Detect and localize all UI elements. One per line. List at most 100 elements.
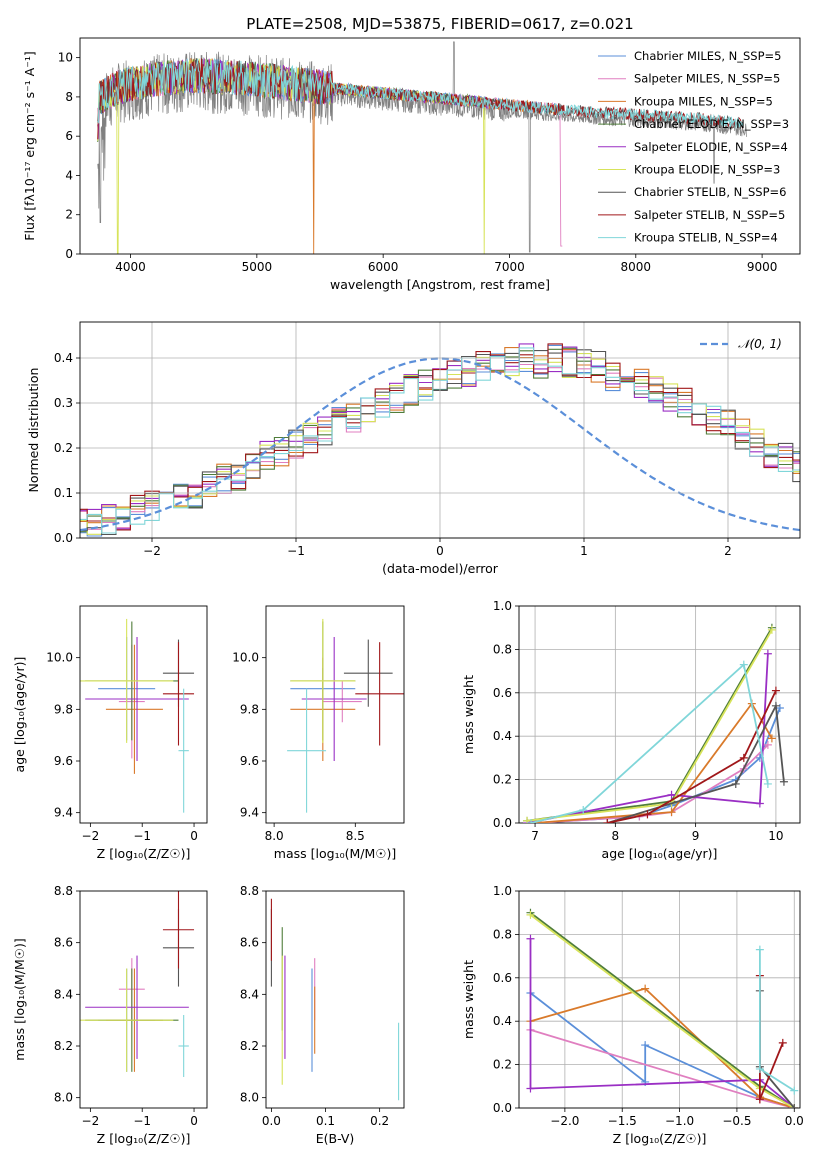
x-tick-label: −1 [133,829,151,843]
plot-area [80,343,800,537]
plot-area [80,618,195,813]
legend-entry: Kroupa MILES, N_SSP=5 [634,94,773,108]
weight-marker-chabrier-stelib [779,777,788,786]
x-tick-label: 8000 [621,260,652,274]
y-tick-label: 8.4 [54,987,73,1001]
weight-line-salpeter-stelib [607,690,777,823]
weight-marker-kroupa-elodie [767,625,776,634]
x-axis-label: Z [log₁₀(Z/Z☉)] [613,1131,707,1146]
y-tick-label: 9.6 [240,754,259,768]
plot-frame [79,37,801,255]
plot-frame [265,890,405,1109]
legend-entry: Salpeter STELIB, N_SSP=5 [634,208,785,222]
plot-area [526,908,799,1108]
y-tick-label: 9.4 [54,806,73,820]
y-tick-label: 9.8 [240,702,259,716]
weight-marker-salpeter-stelib [603,819,612,823]
legend-entry: Salpeter ELODIE, N_SSP=4 [634,140,788,154]
plot-area [97,41,748,254]
y-tick-label: 10 [58,51,73,65]
x-axis-label: mass [log₁₀(M/M☉)] [274,846,396,861]
x-tick-label: 0.2 [370,1114,389,1128]
weight-marker-salpeter-stelib [771,686,780,695]
x-tick-label: 1 [580,544,588,558]
plot-area [523,623,788,823]
hist-step-salpeter-miles [80,350,800,530]
weight-marker-kroupa-stelib [790,1086,799,1095]
x-axis-label: Z [log₁₀(Z/Z☉)] [97,846,191,861]
y-tick-label: 1.0 [493,884,512,898]
weight-marker-salpeter-elodie [667,790,676,799]
x-tick-label: −0.5 [722,1114,751,1128]
x-tick-label: −2 [82,1114,100,1128]
y-tick-label: 8.0 [240,1091,259,1105]
x-tick-label: −1 [133,1114,151,1128]
weight-marker-salpeter-elodie [755,799,764,808]
hist-step-chabrier-elodie [80,347,800,533]
x-tick-label: 8.5 [346,829,365,843]
weight-marker-chabrier-miles [775,703,784,712]
x-axis-label: (data-model)/error [382,561,499,576]
y-tick-label: 0.6 [493,971,512,985]
weight-marker-chabrier-stelib [731,779,740,788]
y-tick-label: 0.3 [54,396,73,410]
y-tick-label: 0.4 [493,1014,512,1028]
weight-marker-salpeter-elodie [526,934,535,943]
y-tick-label: 6 [65,129,73,143]
weight-marker-kroupa-stelib [755,945,764,954]
weight-marker-salpeter-stelib [755,1095,764,1104]
y-tick-label: 0.4 [54,351,73,365]
legend-entry: Chabrier ELODIE, N_SSP=3 [634,117,789,131]
x-tick-label: 2 [724,544,732,558]
weight-line-salpeter-elodie [526,653,769,823]
panel-age-vs-Z: −2 −1 0 9.4 9.6 9.8 10.0 Z [log₁₀(Z/Z☉)] age [lo… [12,605,208,861]
x-tick-label: 0 [190,1114,198,1128]
y-tick-label: 9.8 [54,702,73,716]
y-axis-label: Normed distribution [26,368,41,493]
y-tick-label: 0.0 [493,1101,512,1115]
plot-area [270,898,400,1101]
y-tick-label: 9.4 [240,806,259,820]
x-axis-label: wavelength [Angstrom, rest frame] [330,277,550,292]
y-tick-label: 1.0 [493,599,512,613]
y-tick-label: 2 [65,208,73,222]
y-axis-label: age [log₁₀(age/yr)] [12,657,27,773]
x-tick-label: 0.1 [316,1114,335,1128]
x-tick-label: 4000 [115,260,146,274]
y-tick-label: 8.0 [54,1091,73,1105]
y-tick-label: 0.8 [493,642,512,656]
x-tick-label: −1 [287,544,305,558]
y-tick-label: 8.6 [240,936,259,950]
y-tick-label: 8.2 [54,1039,73,1053]
legend-entry: Chabrier STELIB, N_SSP=6 [634,185,786,199]
hist-step-chabrier-stelib [80,349,800,536]
legend-entry: Salpeter MILES, N_SSP=5 [634,72,780,86]
weight-marker-kroupa-stelib [755,1064,764,1073]
y-tick-label: 9.6 [54,754,73,768]
x-tick-label: 6000 [368,260,399,274]
y-tick-label: 0.4 [493,729,512,743]
x-tick-label: 7 [531,829,539,843]
weight-marker-chabrier-miles [641,1041,650,1050]
panel-mass-vs-Z: −2 −1 0 8.0 8.2 8.4 8.6 8.8 Z [log₁₀(Z/Z☉)] mass … [12,884,208,1146]
weight-line-kroupa-stelib [530,662,769,823]
weight-line-kroupa-miles [530,987,795,1108]
hist-step-kroupa-miles [80,347,800,524]
weight-marker-kroupa-miles [667,808,676,817]
figure-title: PLATE=2508, MJD=53875, FIBERID=0617, z=0… [246,15,633,33]
weight-marker-kroupa-stelib [739,660,748,669]
weight-line-kroupa-stelib [759,949,795,1092]
x-tick-label: 0 [436,544,444,558]
plot-frame [518,605,801,824]
legend-entry: Kroupa ELODIE, N_SSP=3 [634,163,780,177]
weight-line-salpeter-elodie [529,938,795,1108]
x-tick-label: −2 [143,544,161,558]
y-axis-label: mass [log₁₀(M/M☉)] [12,938,27,1060]
y-tick-label: 10.0 [46,651,73,665]
y-tick-label: 0.2 [54,441,73,455]
y-tick-label: 8.8 [54,884,73,898]
legend-entry: Kroupa STELIB, N_SSP=4 [634,231,778,245]
plot-area [287,618,404,813]
plot-frame [79,605,208,824]
hist-step-salpeter-elodie [80,343,800,530]
